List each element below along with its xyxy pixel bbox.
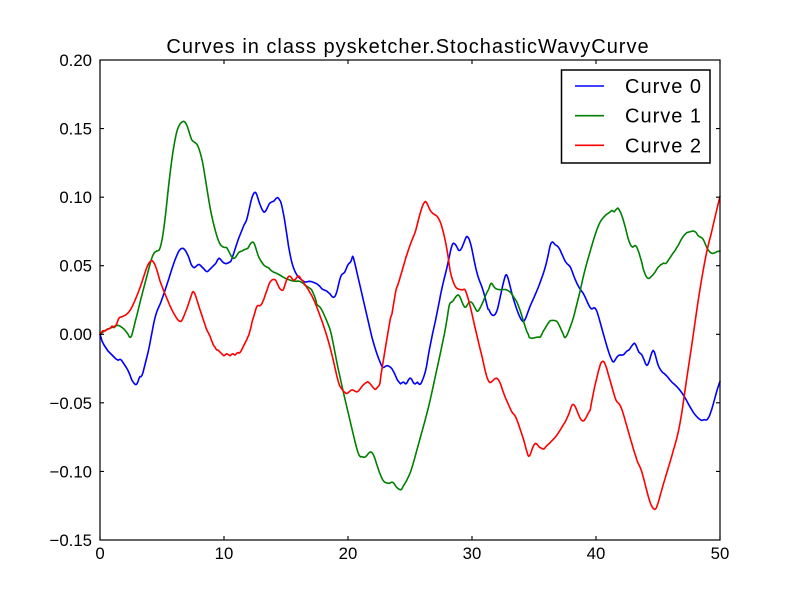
svg-text:50: 50	[711, 544, 730, 563]
svg-text:−0.10: −0.10	[50, 462, 92, 481]
svg-text:−0.05: −0.05	[50, 394, 92, 413]
svg-text:Curve 2: Curve 2	[625, 135, 702, 157]
svg-text:10: 10	[215, 544, 234, 563]
svg-text:0.20: 0.20	[59, 51, 92, 70]
svg-text:−0.15: −0.15	[50, 531, 92, 550]
svg-text:0.10: 0.10	[59, 188, 92, 207]
svg-text:Curve 0: Curve 0	[625, 76, 702, 98]
svg-text:40: 40	[587, 544, 606, 563]
svg-text:0: 0	[95, 544, 104, 563]
svg-text:30: 30	[463, 544, 482, 563]
svg-text:0.05: 0.05	[59, 257, 92, 276]
svg-text:20: 20	[339, 544, 358, 563]
svg-text:0.15: 0.15	[59, 119, 92, 138]
svg-text:0.00: 0.00	[59, 325, 92, 344]
svg-text:Curves in class pysketcher.Sto: Curves in class pysketcher.StochasticWav…	[166, 36, 649, 58]
svg-text:Curve 1: Curve 1	[625, 106, 702, 128]
